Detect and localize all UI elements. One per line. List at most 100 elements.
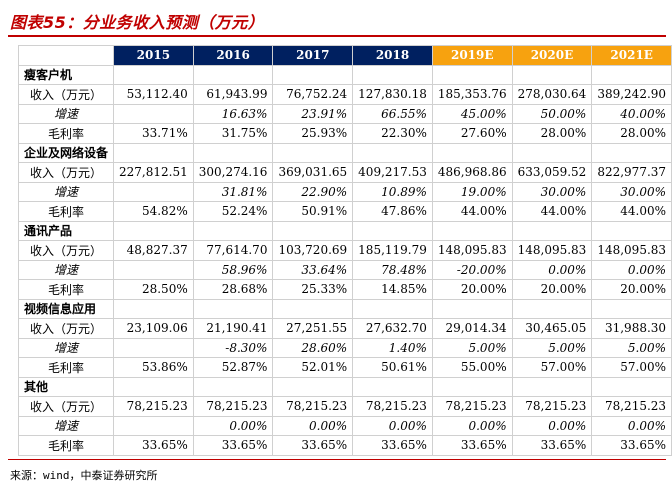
margin-label: 毛利率: [17, 201, 115, 222]
revenue-value: 23,109.06: [113, 318, 194, 339]
growth-value: 0.00%: [591, 259, 672, 280]
margin-value: 33.65%: [113, 435, 194, 456]
margin-value: 27.60%: [431, 123, 513, 144]
margin-value: 33.71%: [113, 123, 194, 144]
revenue-value: 185,353.76: [431, 84, 513, 105]
margin-value: 33.65%: [352, 435, 433, 456]
page-title: 图表55：分业务收入预测（万元）: [10, 13, 265, 32]
empty-cell: [352, 64, 433, 85]
margin-value: 28.00%: [511, 123, 593, 144]
growth-value: 31.81%: [192, 181, 274, 202]
revenue-value: 78,215.23: [272, 396, 354, 417]
year-header: 2017: [272, 45, 354, 66]
margin-value: 50.61%: [352, 357, 433, 378]
growth-value: [113, 337, 194, 358]
empty-cell: [272, 220, 354, 241]
section-name: 瘦客户机: [17, 64, 115, 85]
revenue-value: 486,968.86: [431, 162, 513, 183]
year-header-estimate: 2019E: [431, 45, 513, 66]
revenue-value: 103,720.69: [272, 240, 354, 261]
margin-row: 毛利率 33.65% 33.65% 33.65% 33.65% 33.65% 33.65% 3…: [17, 435, 672, 456]
empty-cell: [113, 64, 194, 85]
revenue-value: 78,215.23: [511, 396, 593, 417]
revenue-value: 27,251.55: [272, 318, 354, 339]
growth-value: -8.30%: [192, 337, 274, 358]
empty-cell: [352, 142, 433, 163]
section-name: 其他: [17, 376, 115, 397]
empty-cell: [272, 376, 354, 397]
growth-value: 40.00%: [591, 103, 672, 124]
section-name: 通讯产品: [17, 220, 115, 241]
empty-cell: [431, 64, 513, 85]
margin-value: 20.00%: [431, 279, 513, 300]
growth-value: 66.55%: [352, 103, 433, 124]
revenue-label: 收入（万元）: [17, 162, 115, 183]
margin-value: 44.00%: [511, 201, 593, 222]
margin-value: 33.65%: [591, 435, 672, 456]
growth-value: [113, 103, 194, 124]
growth-value: [113, 259, 194, 280]
section-name: 企业及网络设备: [17, 142, 115, 163]
revenue-label: 收入（万元）: [17, 396, 115, 417]
growth-value: 5.00%: [431, 337, 513, 358]
growth-value: 19.00%: [431, 181, 513, 202]
empty-cell: [272, 64, 354, 85]
empty-cell: [192, 142, 274, 163]
margin-label: 毛利率: [17, 123, 115, 144]
growth-value: 50.00%: [511, 103, 593, 124]
year-header-estimate: 2020E: [511, 45, 593, 66]
revenue-value: 78,215.23: [591, 396, 672, 417]
section-row: 视频信息应用: [17, 298, 672, 319]
growth-value: -20.00%: [431, 259, 513, 280]
margin-value: 33.65%: [192, 435, 274, 456]
revenue-value: 78,215.23: [352, 396, 433, 417]
margin-value: 52.87%: [192, 357, 274, 378]
growth-value: 16.63%: [192, 103, 274, 124]
empty-cell: [113, 298, 194, 319]
revenue-value: 300,274.16: [192, 162, 274, 183]
margin-value: 50.91%: [272, 201, 354, 222]
revenue-value: 185,119.79: [352, 240, 433, 261]
revenue-label: 收入（万元）: [17, 318, 115, 339]
empty-cell: [511, 376, 593, 397]
header-row: 分业务收入预测 2015 2016 2017 2018 2019E 2020E …: [17, 45, 672, 66]
growth-label: 增速: [17, 415, 115, 436]
source-note: 来源：wind，中泰证券研究所: [10, 469, 158, 482]
empty-cell: [431, 298, 513, 319]
growth-row: 增速 0.00% 0.00% 0.00% 0.00% 0.00% 0.00%: [17, 415, 672, 436]
growth-row: 增速 16.63% 23.91% 66.55% 45.00% 50.00% 40.00%: [17, 103, 672, 124]
growth-value: 0.00%: [192, 415, 274, 436]
growth-label: 增速: [17, 337, 115, 358]
revenue-value: 148,095.83: [431, 240, 513, 261]
growth-value: 10.89%: [352, 181, 433, 202]
empty-cell: [431, 376, 513, 397]
empty-cell: [352, 376, 433, 397]
growth-value: 45.00%: [431, 103, 513, 124]
revenue-value: 76,752.24: [272, 84, 354, 105]
empty-cell: [511, 64, 593, 85]
empty-cell: [511, 220, 593, 241]
margin-row: 毛利率 28.50% 28.68% 25.33% 14.85% 20.00% 20.00% 2…: [17, 279, 672, 300]
growth-value: 58.96%: [192, 259, 274, 280]
revenue-row: 收入（万元） 23,109.06 21,190.41 27,251.55 27,632.…: [17, 318, 672, 339]
growth-value: 0.00%: [272, 415, 354, 436]
growth-value: 5.00%: [591, 337, 672, 358]
revenue-value: 78,215.23: [113, 396, 194, 417]
empty-cell: [352, 220, 433, 241]
empty-cell: [591, 142, 672, 163]
margin-value: 31.75%: [192, 123, 274, 144]
revenue-value: 78,215.23: [192, 396, 274, 417]
empty-cell: [113, 376, 194, 397]
revenue-value: 227,812.51: [113, 162, 194, 183]
growth-value: 1.40%: [352, 337, 433, 358]
margin-row: 毛利率 53.86% 52.87% 52.01% 50.61% 55.00% 57.00% 5…: [17, 357, 672, 378]
growth-label: 增速: [17, 259, 115, 280]
empty-cell: [352, 298, 433, 319]
growth-value: 0.00%: [511, 259, 593, 280]
growth-value: 23.91%: [272, 103, 354, 124]
revenue-value: 29,014.34: [431, 318, 513, 339]
growth-row: 增速 58.96% 33.64% 78.48% -20.00% 0.00% 0.00%: [17, 259, 672, 280]
year-header-estimate: 2021E: [591, 45, 672, 66]
margin-label: 毛利率: [17, 279, 115, 300]
revenue-value: 389,242.90: [591, 84, 672, 105]
